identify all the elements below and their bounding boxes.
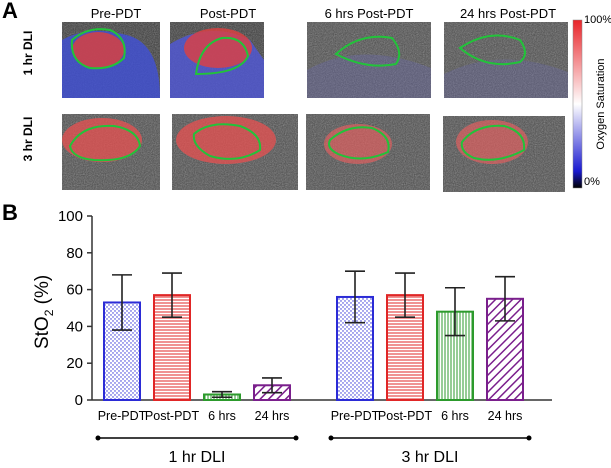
group-bracket-dot-left-1 [328,435,334,441]
error-bar-3hr-post-pdt [395,272,415,318]
group-label-1: 3 hr DLI [402,449,459,466]
error-bar-1hr-post-pdt [162,272,182,318]
y-tick-label-60: 60 [66,282,83,299]
error-bar-3hr-24-hrs [495,275,515,322]
error-bar-3hr-6-hrs [445,286,465,337]
y-tick-label-40: 40 [66,318,83,335]
error-bar-3hr-pre-pdt [345,270,365,324]
group-bracket-dot-left-0 [95,435,101,441]
colorbar-top-label: 100% [584,14,611,26]
image-3hr-24hrs-post-pdt [443,116,565,192]
category-label: 24 hrs [488,409,523,423]
column-label-6hrs-post-pdt: 6 hrs Post-PDT [324,6,414,21]
error-bar-1hr-6-hrs [212,390,232,399]
category-label: 24 hrs [255,409,290,423]
column-label-pre-pdt: Pre-PDT [90,6,142,21]
category-label: Pre-PDT [331,409,380,423]
image-3hr-pre-pdt [62,114,160,190]
column-label-post-pdt: Post-PDT [199,6,257,21]
panel-a-letter: A [2,0,18,23]
image-3hr-post-pdt [172,114,298,190]
y-tick-label-20: 20 [66,355,83,372]
image-1hr-24hrs-post-pdt [444,22,568,98]
category-label: Post-PDT [145,409,200,423]
y-tick-label-100: 100 [58,208,83,225]
group-label-0: 1 hr DLI [169,449,226,466]
category-label: 6 hrs [441,409,469,423]
category-label: 6 hrs [208,409,236,423]
image-1hr-post-pdt [170,22,264,99]
category-label: Post-PDT [378,409,433,423]
oxygen-saturation-colorbar [572,19,583,189]
group-bracket-dot-right-0 [293,435,299,441]
colorbar-title: Oxygen Saturation [595,58,607,150]
y-tick-label-80: 80 [66,245,83,262]
image-1hr-pre-pdt [62,22,160,98]
y-tick-label-0: 0 [75,392,83,409]
image-3hr-6hrs-post-pdt [306,114,430,190]
image-1hr-6hrs-post-pdt [307,22,431,98]
photoacoustic-image-grid [62,19,583,192]
category-label: Pre-PDT [98,409,147,423]
bar-1hr-pre-pdt [103,301,141,401]
group-bracket-dot-right-1 [526,435,532,441]
panel-b-letter: B [2,200,18,225]
error-bar-1hr-pre-pdt [112,274,132,331]
error-bar-1hr-24-hrs [262,377,282,394]
colorbar-bottom-label: 0% [584,176,600,188]
column-label-24hrs-post-pdt: 24 hrs Post-PDT [459,6,557,21]
